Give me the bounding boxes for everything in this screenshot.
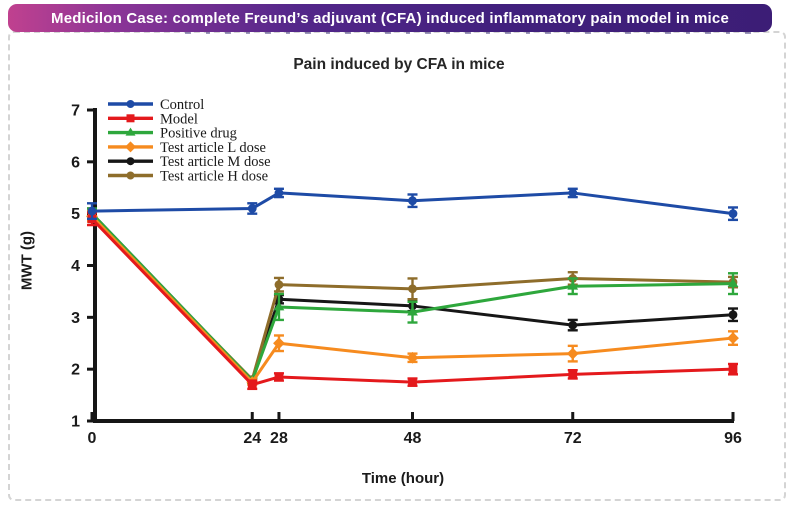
marker-square — [247, 380, 257, 390]
y-tick-label: 5 — [71, 206, 80, 223]
series-line — [90, 215, 734, 384]
y-tick-label: 6 — [71, 154, 80, 171]
marker-square — [274, 372, 284, 382]
legend-item-control: Control — [108, 97, 204, 113]
legend-label: Test article L dose — [160, 140, 266, 156]
marker-circle — [126, 171, 135, 180]
legend-item-test-article-h-dose: Test article H dose — [108, 169, 268, 185]
marker-square — [728, 364, 738, 374]
x-tick-label: 72 — [564, 430, 582, 447]
marker-circle — [126, 157, 135, 166]
marker-diamond — [566, 347, 579, 360]
y-axis-label: MWT (g) — [18, 230, 36, 291]
marker-square — [568, 369, 578, 379]
marker-circle — [408, 196, 417, 206]
marker-triangle — [567, 280, 579, 290]
marker-diamond — [125, 141, 136, 153]
series-line — [91, 191, 734, 216]
legend-item-positive-drug: Positive drug — [108, 126, 237, 142]
legend-item-test-article-l-dose: Test article L dose — [108, 140, 266, 156]
legend-label: Positive drug — [160, 126, 237, 142]
marker-circle — [408, 284, 417, 294]
marker-triangle — [727, 278, 739, 288]
legend-label: Test article M dose — [160, 154, 271, 170]
y-tick-label: 3 — [71, 310, 80, 327]
marker-circle — [126, 100, 135, 108]
marker-triangle — [273, 301, 285, 311]
marker-square — [408, 377, 417, 387]
legend-label: Model — [160, 111, 198, 127]
marker-diamond — [727, 332, 739, 344]
marker-circle — [247, 204, 257, 213]
x-axis-label: Time (hour) — [361, 470, 445, 487]
marker-square — [126, 114, 135, 123]
legend-label: Control — [160, 97, 204, 113]
case-banner-text: Medicilon Case: complete Freund’s adjuva… — [51, 9, 729, 27]
x-tick-label: 0 — [88, 430, 97, 447]
marker-triangle — [125, 127, 136, 136]
series-line — [90, 217, 734, 387]
marker-circle — [728, 310, 738, 320]
x-tick-label: 96 — [724, 430, 742, 447]
marker-diamond — [273, 337, 285, 350]
marker-triangle — [407, 306, 418, 316]
x-tick-label: 24 — [243, 430, 261, 447]
y-tick-label: 4 — [71, 258, 80, 275]
x-tick-label: 28 — [270, 430, 288, 447]
marker-circle — [728, 209, 738, 219]
series-control — [87, 187, 738, 222]
case-banner: Medicilon Case: complete Freund’s adjuva… — [8, 4, 772, 32]
chart-title: Pain induced by CFA in mice — [293, 56, 505, 73]
marker-circle — [568, 320, 578, 330]
marker-diamond — [406, 351, 419, 364]
x-tick-label: 48 — [404, 430, 422, 447]
marker-circle — [568, 188, 578, 198]
legend-item-test-article-m-dose: Test article M dose — [108, 154, 271, 170]
y-tick-label: 7 — [71, 103, 80, 120]
legend-label: Test article H dose — [160, 169, 268, 185]
y-tick-label: 2 — [71, 362, 80, 379]
series-model — [87, 211, 738, 391]
marker-circle — [274, 188, 284, 198]
y-tick-label: 1 — [71, 414, 80, 431]
marker-circle — [274, 280, 284, 290]
marker-circle — [87, 206, 97, 216]
clipped-text-artifact — [185, 31, 760, 34]
legend-item-model: Model — [108, 111, 198, 127]
